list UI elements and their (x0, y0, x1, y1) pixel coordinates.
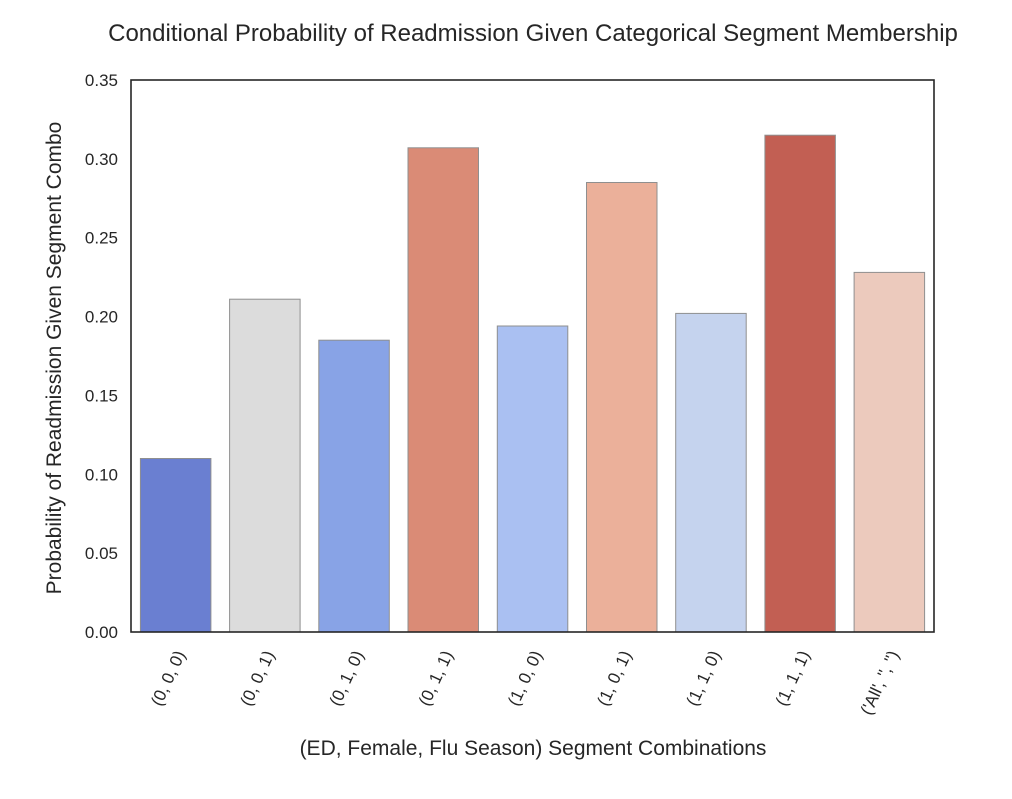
bar (853, 271, 926, 633)
y-tick-label: 0.00 (85, 623, 118, 642)
x-tick-label: (0, 1, 0) (326, 648, 368, 709)
x-tick-label: (0, 1, 1) (415, 648, 457, 709)
x-tick-label: ('All', '', '') (857, 648, 903, 718)
y-tick-label: 0.10 (85, 465, 118, 484)
bar (318, 339, 390, 633)
x-axis-tick-labels: (0, 0, 0) (0, 0, 1) (0, 1, 0) (0, 1, 1) (1, … (147, 648, 903, 718)
chart-title: Conditional Probability of Readmission G… (108, 20, 958, 47)
bar (675, 312, 747, 633)
y-tick-label: 0.30 (85, 150, 118, 169)
plot-frame (130, 79, 935, 633)
x-tick-label: (1, 1, 0) (683, 648, 725, 709)
y-tick-label: 0.25 (85, 229, 118, 248)
x-tick-label: (1, 1, 1) (772, 648, 814, 709)
y-tick-label: 0.20 (85, 308, 118, 327)
bars-layer (139, 134, 926, 633)
bar (229, 298, 301, 633)
x-tick-label: (1, 0, 1) (593, 648, 635, 709)
x-tick-label: (1, 0, 0) (504, 648, 546, 709)
x-tick-label: (0, 0, 1) (236, 648, 278, 709)
x-axis-label: (ED, Female, Flu Season) Segment Combina… (300, 737, 767, 760)
bar (764, 134, 836, 633)
y-axis-label: Probability of Readmission Given Segment… (43, 122, 66, 595)
x-tick-label: (0, 0, 0) (147, 648, 189, 709)
y-tick-label: 0.05 (85, 544, 118, 563)
bar (586, 182, 658, 633)
y-axis-ticks: 0.00 0.05 0.10 0.15 0.20 0.25 0.30 0.35 (85, 71, 118, 642)
bar (407, 147, 479, 633)
bar (139, 458, 212, 633)
y-tick-label: 0.15 (85, 386, 118, 405)
bar (496, 325, 569, 633)
y-tick-label: 0.35 (85, 71, 118, 90)
